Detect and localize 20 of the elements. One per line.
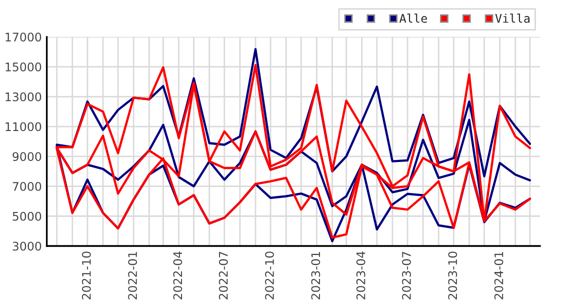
- x-tick-label: 2023-04: [356, 252, 366, 300]
- x-tick-label: 2023-10: [448, 252, 458, 300]
- y-tick-label: 9000: [12, 152, 42, 162]
- x-tick-label: 2022-01: [128, 252, 138, 300]
- legend-label: Villa: [495, 14, 530, 23]
- y-tick-label: 5000: [12, 212, 42, 221]
- y-tick-label: 3000: [12, 242, 42, 251]
- y-tick-label: 15000: [6, 62, 42, 72]
- x-tick-label: 2023-07: [402, 252, 411, 300]
- x-tick-label: 2022-07: [218, 252, 228, 300]
- y-tick-label: 7000: [12, 182, 42, 191]
- y-tick-label: 13000: [6, 92, 42, 102]
- x-tick-label: 2022-04: [173, 252, 182, 300]
- y-tick-label: 17000: [6, 32, 42, 42]
- x-tick-label: 2021-10: [82, 252, 91, 300]
- x-tick-label: 2022-10: [265, 252, 274, 300]
- x-tick-label: 2024-01: [494, 252, 504, 300]
- x-tick-label: 2023-01: [311, 252, 320, 300]
- y-tick-label: 11000: [6, 122, 42, 132]
- legend-label: Alle: [399, 14, 427, 23]
